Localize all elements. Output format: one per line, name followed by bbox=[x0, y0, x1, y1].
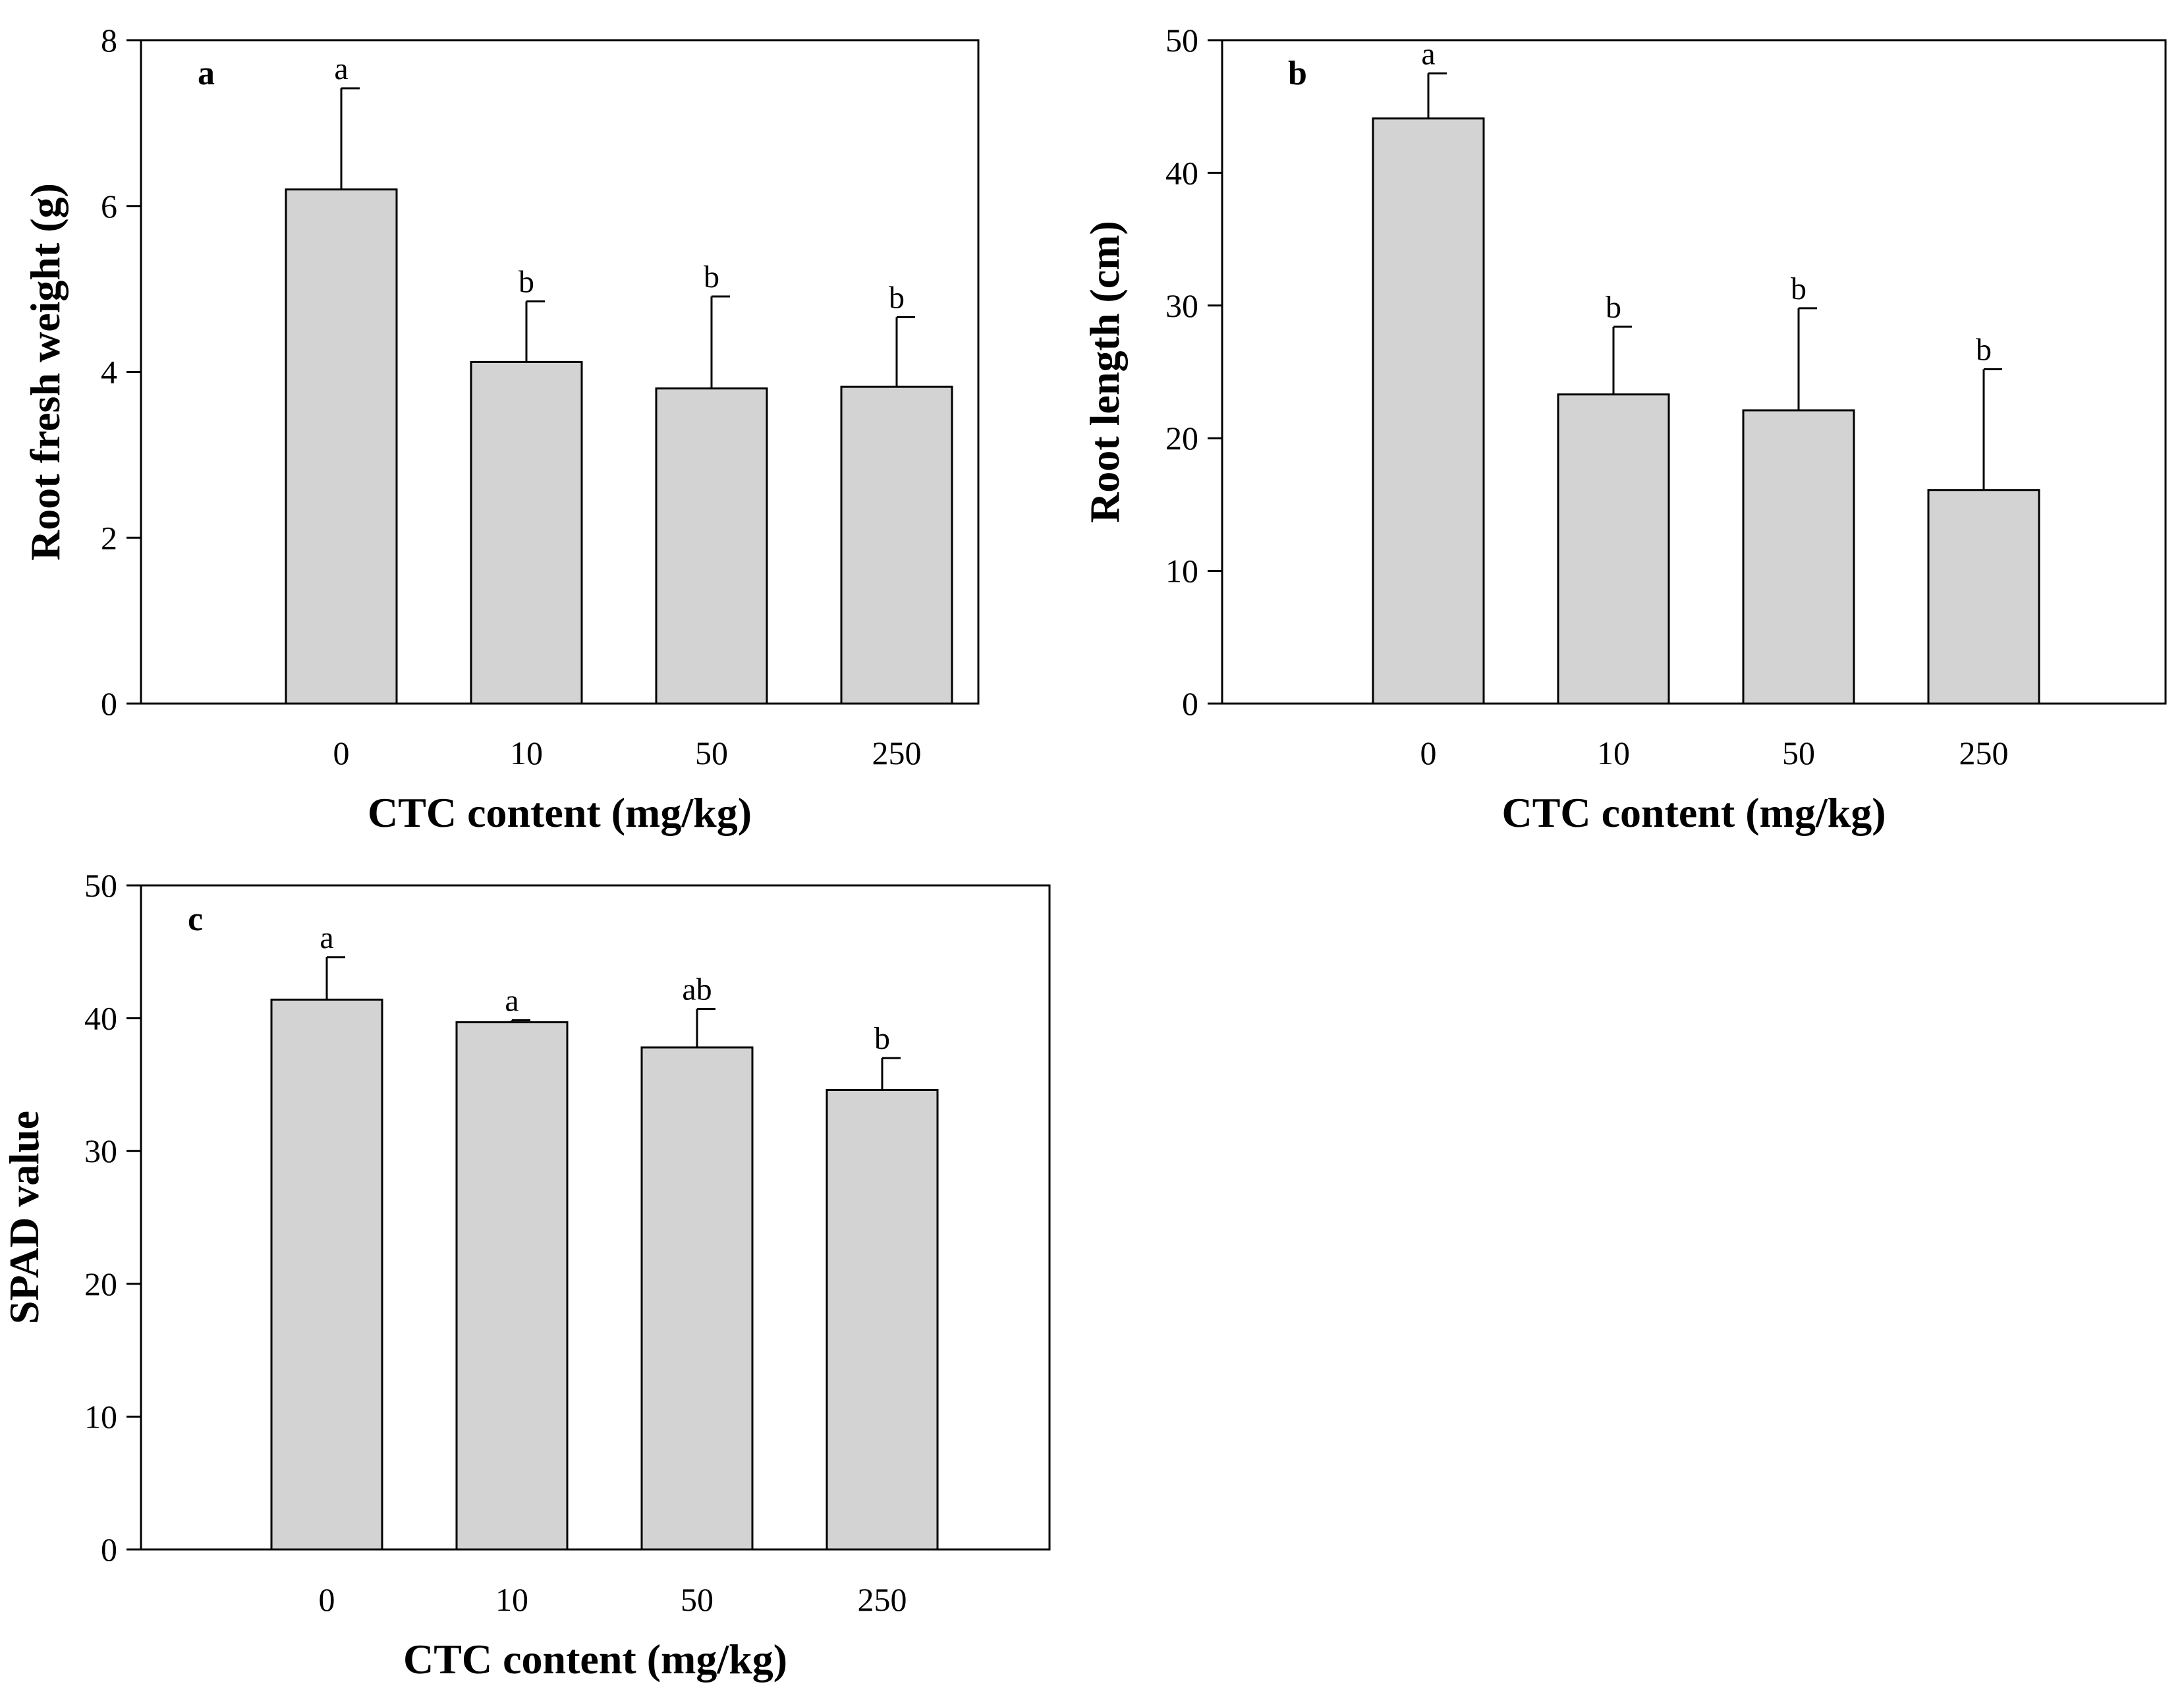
y-tick-label: 30 bbox=[1165, 287, 1198, 324]
y-tick-label: 10 bbox=[84, 1398, 117, 1435]
x-tick-label: 0 bbox=[1420, 735, 1437, 771]
x-tick-label: 250 bbox=[1959, 735, 2009, 771]
significance-letter: b bbox=[518, 265, 534, 300]
significance-letter: b bbox=[1606, 290, 1621, 325]
bar-10 bbox=[470, 360, 583, 705]
y-tick-label: 6 bbox=[101, 188, 117, 225]
y-axis-title: SPAD value bbox=[1, 1111, 47, 1324]
plot-frame bbox=[140, 884, 1051, 1551]
panel-letter: c bbox=[188, 901, 203, 938]
x-tick-label: 0 bbox=[319, 1581, 335, 1618]
significance-letter: b bbox=[1791, 271, 1806, 306]
bar-0 bbox=[1372, 117, 1485, 705]
bar-50 bbox=[640, 1046, 754, 1551]
x-tick-label: 10 bbox=[495, 1581, 528, 1618]
x-tick-label: 250 bbox=[858, 1581, 907, 1618]
bar-10 bbox=[455, 1021, 569, 1551]
y-tick-label: 10 bbox=[1165, 553, 1198, 590]
x-tick-label: 50 bbox=[1782, 735, 1815, 771]
significance-letter: a bbox=[1421, 36, 1435, 71]
y-tick-label: 8 bbox=[101, 22, 117, 59]
panel-letter: a bbox=[198, 55, 215, 92]
chart-panel-b: 0 10 20 30 40 50 a 0 b 10 b 50 b 250 b CTC content (mg/… bbox=[1081, 22, 2167, 836]
y-tick-label: 50 bbox=[84, 867, 117, 904]
significance-letter: b bbox=[1976, 332, 1992, 367]
x-tick-label: 250 bbox=[872, 735, 922, 771]
significance-letter: ab bbox=[682, 972, 712, 1007]
chart-panel-a: 0 2 4 6 8 a 0 b 10 b 50 b 250 a CTC content (mg/kg) Roo… bbox=[22, 22, 980, 836]
y-tick-label: 0 bbox=[101, 1531, 117, 1568]
x-tick-label: 0 bbox=[333, 735, 350, 771]
significance-letter: a bbox=[334, 51, 348, 86]
y-tick-label: 4 bbox=[101, 354, 117, 391]
significance-letter: b bbox=[874, 1021, 890, 1056]
x-tick-label: 10 bbox=[510, 735, 543, 771]
x-axis-title: CTC content (mg/kg) bbox=[403, 1636, 787, 1683]
y-tick-label: 2 bbox=[101, 519, 117, 556]
x-axis-title: CTC content (mg/kg) bbox=[368, 789, 752, 836]
significance-letter: b bbox=[889, 280, 905, 315]
chart-panel-c: 0 10 20 30 40 50 a 0 a 10 ab 50 b 250 c CTC content (mg… bbox=[1, 867, 1051, 1683]
y-tick-label: 40 bbox=[1165, 154, 1198, 191]
bar-0 bbox=[270, 998, 383, 1551]
bar-250 bbox=[826, 1088, 939, 1551]
panel-letter: b bbox=[1288, 55, 1307, 92]
significance-letter: a bbox=[505, 984, 518, 1018]
bar-250 bbox=[1927, 489, 2040, 705]
y-tick-label: 0 bbox=[101, 685, 117, 722]
y-tick-label: 20 bbox=[84, 1266, 117, 1302]
y-axis-title: Root fresh weight (g) bbox=[22, 183, 69, 561]
y-tick-label: 0 bbox=[1182, 685, 1198, 722]
y-tick-label: 20 bbox=[1165, 420, 1198, 457]
x-axis-title: CTC content (mg/kg) bbox=[1501, 789, 1886, 836]
y-tick-label: 30 bbox=[84, 1132, 117, 1169]
bar-50 bbox=[1742, 409, 1855, 705]
bar-0 bbox=[285, 188, 398, 705]
bar-10 bbox=[1557, 393, 1670, 705]
x-tick-label: 10 bbox=[1597, 735, 1630, 771]
plot-frame bbox=[1221, 39, 2167, 705]
y-tick-label: 40 bbox=[84, 1000, 117, 1037]
bar-50 bbox=[655, 387, 768, 705]
y-axis-title: Root length (cm) bbox=[1081, 221, 1128, 523]
x-tick-label: 50 bbox=[681, 1581, 714, 1618]
y-tick-label: 50 bbox=[1165, 22, 1198, 59]
x-tick-label: 50 bbox=[695, 735, 728, 771]
significance-letter: a bbox=[320, 920, 333, 955]
bar-250 bbox=[840, 385, 953, 705]
significance-letter: b bbox=[704, 260, 719, 294]
